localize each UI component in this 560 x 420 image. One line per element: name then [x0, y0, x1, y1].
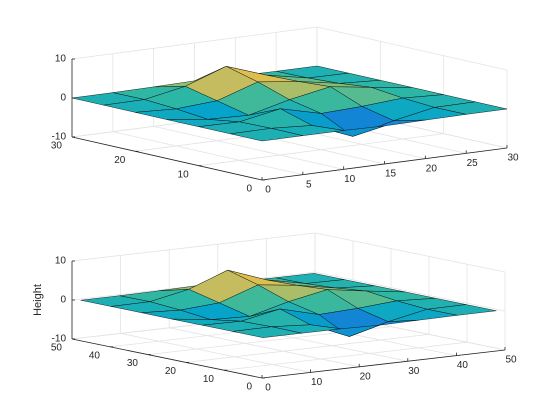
z-tick-label: 0	[60, 93, 66, 104]
surface-patch	[232, 326, 302, 338]
z-tick-label: 10	[55, 54, 67, 65]
x-tick-label: 10	[311, 377, 323, 388]
y-tick-label: 0	[246, 184, 252, 195]
x-tick-label: 20	[426, 163, 438, 174]
z-tick-label: 0	[60, 295, 66, 306]
grid-line	[198, 133, 444, 167]
grid-line	[71, 26, 318, 60]
y-tick-label: 10	[203, 374, 215, 385]
x-tick-label: 5	[306, 179, 312, 190]
grid-line	[314, 232, 506, 273]
y-tick-label: 20	[114, 155, 126, 166]
z-axis-label: Height	[32, 284, 44, 316]
z-tick-label: 10	[55, 256, 67, 267]
x-tick-label: 40	[457, 360, 469, 371]
grid-line	[185, 334, 430, 363]
y-tick-label: 0	[246, 382, 252, 393]
y-tick-label: 20	[165, 366, 177, 377]
grid-line	[120, 333, 311, 373]
y-axis	[71, 136, 263, 181]
grid-line	[223, 341, 468, 371]
y-tick-label: 30	[127, 358, 139, 369]
grid-line	[153, 125, 344, 170]
x-tick-label: 30	[408, 366, 420, 377]
y-tick-label: 40	[89, 350, 101, 361]
x-tick-label: 25	[467, 158, 479, 169]
x-axis	[261, 349, 506, 379]
z-tick-label: -10	[52, 132, 67, 143]
grid-line	[314, 271, 506, 312]
y-tick-label: 50	[51, 343, 63, 354]
x-tick-label: 10	[344, 174, 356, 185]
x-tick-label: 50	[505, 355, 517, 366]
z-tick-label: -10	[52, 334, 67, 345]
y-tick-label: 30	[51, 141, 63, 152]
grid-line	[112, 131, 303, 176]
y-tick-label: 10	[178, 169, 190, 180]
grid-line	[71, 232, 316, 262]
x-tick-label: 15	[385, 169, 397, 180]
x-tick-label: 0	[265, 185, 271, 196]
y-axis	[71, 338, 263, 379]
x-tick-label: 0	[265, 383, 271, 394]
x-tick-label: 30	[507, 153, 519, 164]
grid-line	[169, 327, 360, 368]
x-tick-label: 20	[360, 371, 372, 382]
surface-patch	[230, 128, 303, 142]
grid-line	[316, 26, 508, 71]
